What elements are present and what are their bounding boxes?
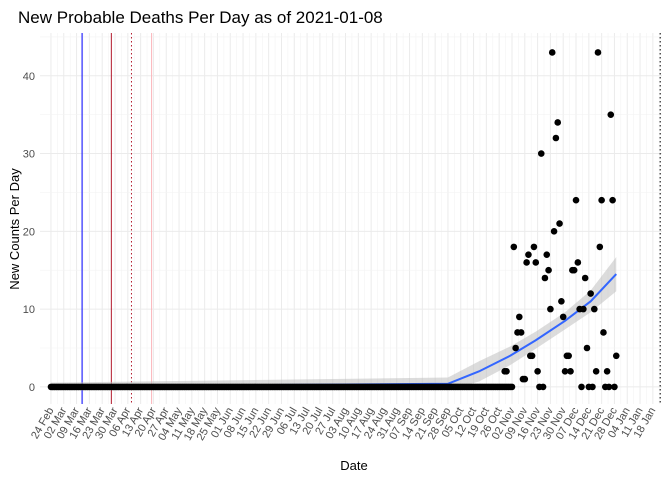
trend-line-group [50, 273, 617, 388]
data-point [587, 290, 594, 297]
data-point [503, 368, 510, 375]
data-point [609, 196, 616, 204]
data-point [607, 111, 615, 118]
data-point [541, 274, 549, 282]
data-point [528, 352, 536, 360]
data-point [558, 298, 565, 305]
data-point [554, 119, 562, 126]
data-point [543, 251, 551, 258]
data-point [570, 266, 578, 274]
data-point [521, 375, 529, 383]
data-point [548, 49, 556, 56]
data-point [600, 329, 607, 336]
data-point [598, 196, 605, 204]
data-point [592, 368, 600, 375]
y-tick-label: 10 [23, 304, 35, 316]
data-point [537, 150, 545, 157]
data-point [539, 383, 547, 391]
data-point [512, 344, 519, 352]
y-tick-label: 40 [23, 71, 35, 83]
data-point [580, 305, 587, 313]
y-axis-title: New Counts Per Day [7, 168, 22, 290]
data-point [605, 383, 613, 391]
chart-title: New Probable Deaths Per Day as of 2021-0… [18, 8, 383, 27]
data-point [578, 383, 585, 391]
data-point [523, 259, 530, 266]
y-tick-label: 30 [23, 149, 35, 161]
data-point [545, 266, 552, 274]
y-tick-labels: 0 10 20 30 40 [23, 71, 35, 394]
y-tick-label: 20 [23, 226, 35, 238]
y-tick-label: 0 [29, 382, 35, 394]
data-point [596, 243, 604, 251]
data-point [534, 368, 541, 375]
data-point [517, 329, 525, 336]
trend-line [50, 273, 617, 388]
data-points [47, 49, 620, 391]
data-point [552, 134, 560, 142]
data-point [572, 196, 580, 204]
x-axis-title: Date [340, 458, 367, 473]
data-point [508, 383, 516, 391]
grid [40, 33, 662, 404]
data-point [589, 383, 596, 391]
data-point [574, 259, 582, 266]
reference-lines [81, 33, 661, 404]
data-point [525, 251, 532, 258]
data-point [516, 313, 523, 321]
data-point [530, 243, 538, 251]
data-point [567, 368, 574, 375]
data-point [556, 220, 563, 227]
data-point [561, 368, 569, 375]
data-point [612, 352, 620, 360]
data-point [583, 344, 591, 352]
data-point [550, 228, 558, 235]
data-point [591, 305, 598, 313]
data-point [611, 383, 618, 391]
data-point [594, 49, 602, 56]
data-point [559, 313, 567, 321]
data-point [510, 243, 518, 251]
data-point [565, 352, 572, 360]
data-point [532, 259, 540, 266]
data-point [547, 305, 554, 313]
data-point [581, 274, 589, 282]
data-point [603, 368, 611, 375]
